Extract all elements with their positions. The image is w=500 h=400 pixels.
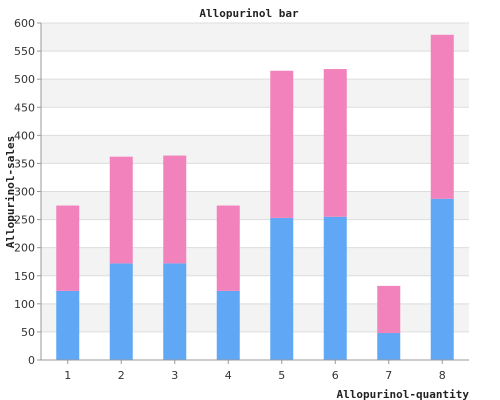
grid-band: [41, 51, 469, 80]
bar-bottom-1: [56, 290, 80, 360]
bar-bottom-3: [163, 263, 187, 360]
y-axis-label: Allopurinol-sales: [4, 136, 17, 249]
grid-band: [41, 247, 469, 276]
y-tick-label: 500: [14, 73, 35, 86]
bar-top-8: [430, 34, 454, 199]
bar-bottom-7: [377, 333, 401, 360]
bar-bottom-5: [270, 217, 294, 360]
y-tick-label: 350: [14, 157, 35, 170]
grid-band: [41, 331, 469, 360]
bar-bottom-2: [109, 263, 133, 360]
y-tick-labels: 0 50 100 150 200 250 300 350 400 450 500 550 600: [14, 17, 41, 367]
y-tick-label: 150: [14, 270, 35, 283]
y-tick-label: 400: [14, 129, 35, 142]
bar-top-1: [56, 205, 80, 291]
x-tick-label: 8: [439, 369, 446, 382]
grid-band: [41, 79, 469, 108]
bar-top-3: [163, 155, 187, 264]
y-tick-label: 100: [14, 298, 35, 311]
x-tick-label: 1: [64, 369, 71, 382]
x-tick-label: 6: [332, 369, 339, 382]
grid-band: [41, 135, 469, 164]
chart-title: Allopurinol bar: [199, 7, 299, 20]
bar-bottom-8: [430, 198, 454, 360]
bar-top-6: [323, 69, 347, 217]
x-tick-label: 3: [171, 369, 178, 382]
grid-band: [41, 219, 469, 248]
grid-band: [41, 275, 469, 304]
y-tick-label: 250: [14, 214, 35, 227]
bar-top-2: [109, 156, 133, 264]
y-tick-label: 600: [14, 17, 35, 30]
bar-bottom-6: [323, 216, 347, 360]
x-tick-labels: 1 2 3 4 5 6 7 8: [64, 360, 446, 382]
grid-band: [41, 191, 469, 220]
x-tick-label: 5: [278, 369, 285, 382]
plot-background: [41, 22, 469, 361]
bar-top-4: [216, 205, 240, 291]
bar-top-5: [270, 70, 294, 218]
bars: [56, 34, 454, 360]
y-tick-label: 200: [14, 242, 35, 255]
y-tick-label: 450: [14, 101, 35, 114]
x-tick-label: 4: [225, 369, 232, 382]
x-tick-label: 2: [118, 369, 125, 382]
grid-band: [41, 23, 469, 52]
x-tick-label: 7: [385, 369, 392, 382]
grid-band: [41, 163, 469, 192]
y-tick-label: 50: [21, 326, 35, 339]
bar-bottom-4: [216, 290, 240, 360]
bar-top-7: [377, 285, 401, 334]
x-axis-label: Allopurinol-quantity: [337, 388, 470, 400]
grid-band: [41, 303, 469, 332]
grid-band: [41, 107, 469, 136]
y-tick-label: 0: [28, 354, 35, 367]
y-tick-label: 550: [14, 45, 35, 58]
y-tick-label: 300: [14, 186, 35, 199]
